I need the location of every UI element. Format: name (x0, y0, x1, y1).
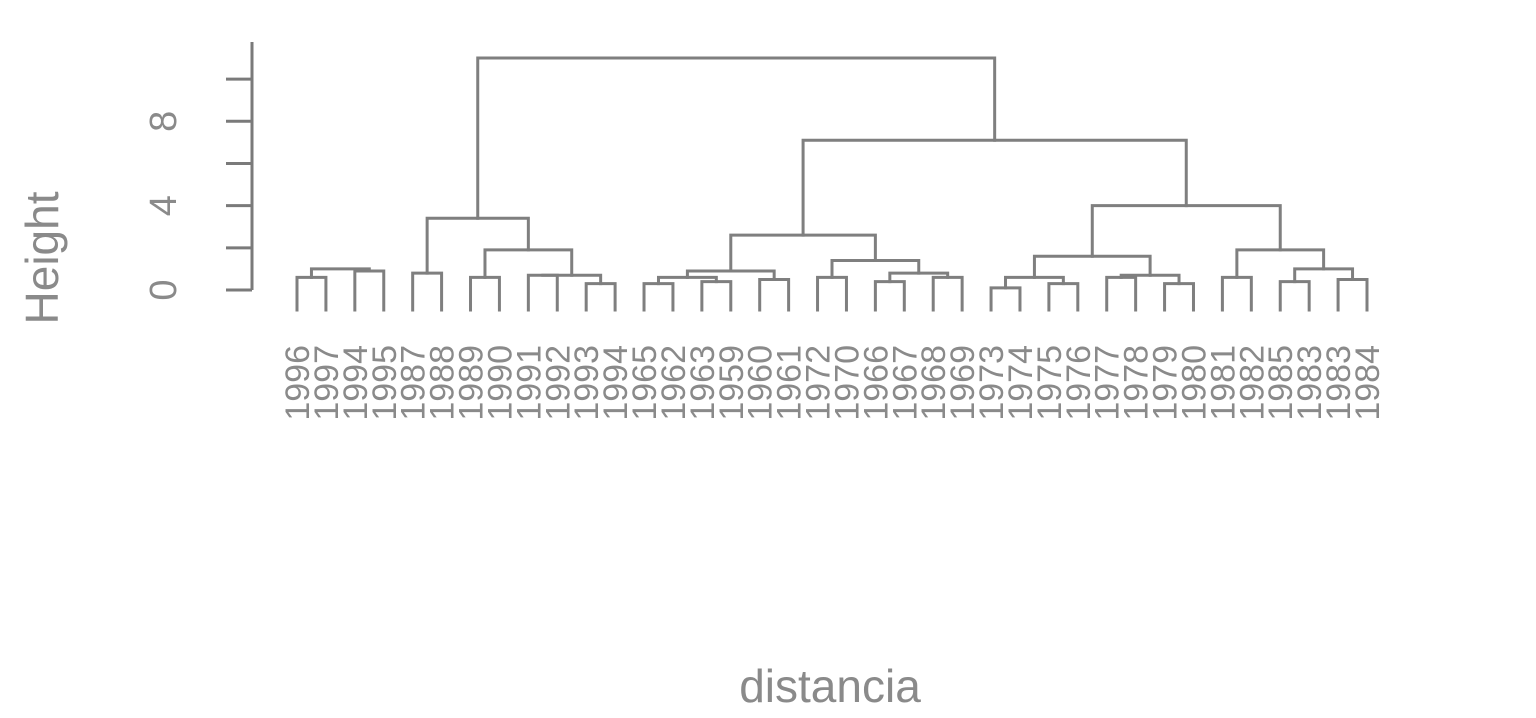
dendrogram-link (758, 277, 791, 312)
leaf-label: 1983 (1291, 345, 1329, 421)
dendrogram-link (1105, 275, 1138, 312)
leaf-label: 1975 (1031, 345, 1069, 421)
leaf-label: 1970 (828, 345, 866, 421)
leaf-label: 1983 (1320, 345, 1358, 421)
leaf-label: 1972 (800, 345, 838, 421)
leaf-label: 1994 (597, 345, 635, 421)
leaf-label: 1991 (510, 345, 548, 421)
leaf-label: 1976 (1060, 345, 1098, 421)
leaf-label: 1969 (944, 345, 982, 421)
leaf-label: 1979 (1147, 345, 1185, 421)
dendrogram-link (989, 286, 1022, 312)
leaf-label: 1984 (1349, 345, 1387, 421)
dendrogram-link (584, 282, 617, 312)
dendrogram-link (526, 273, 559, 312)
dendrogram-link (873, 280, 906, 312)
y-axis-title: Height (16, 191, 68, 324)
dendrogram-link (425, 216, 530, 275)
leaf-label: 1961 (771, 345, 809, 421)
leaf-labels: 1996199719941995198719881989199019911992… (279, 345, 1387, 421)
leaf-label: 1977 (1089, 345, 1127, 421)
leaf-label: 1992 (539, 345, 577, 421)
dendrogram-link (642, 282, 675, 312)
dendrogram-link (830, 258, 921, 279)
dendrogram-link (295, 275, 328, 312)
dendrogram-link (700, 280, 733, 312)
leaf-label: 1966 (857, 345, 895, 421)
leaf-label: 1960 (742, 345, 780, 421)
dendrogram-link (1047, 282, 1080, 312)
dendrogram-link (1336, 277, 1369, 312)
leaf-label: 1959 (713, 345, 751, 421)
dendrogram-link (411, 271, 444, 312)
leaf-label: 1981 (1204, 345, 1242, 421)
leaf-label: 1989 (453, 345, 491, 421)
y-tick-label: 4 (143, 195, 185, 216)
leaf-label: 1990 (481, 345, 519, 421)
leaf-label: 1968 (915, 345, 953, 421)
leaf-label: 1973 (973, 345, 1011, 421)
dendrogram-link (483, 248, 574, 279)
leaf-label: 1994 (337, 345, 375, 421)
leaf-label: 1963 (684, 345, 722, 421)
dendrogram-link (309, 267, 371, 279)
x-axis-title: distancia (739, 660, 921, 712)
y-axis: 0 4 8 (143, 42, 254, 301)
leaf-label: 1987 (395, 345, 433, 421)
leaf-label: 1988 (424, 345, 462, 421)
leaf-label: 1962 (655, 345, 693, 421)
leaf-label: 1997 (308, 345, 346, 421)
dendrogram-link (541, 273, 603, 286)
dendrogram-links (295, 56, 1369, 312)
leaf-label: 1995 (366, 345, 404, 421)
dendrogram-link (801, 138, 1188, 237)
leaf-label: 1980 (1175, 345, 1213, 421)
leaf-label: 1978 (1118, 345, 1156, 421)
leaf-label: 1967 (886, 345, 924, 421)
dendrogram-link (816, 275, 848, 312)
y-tick-label: 0 (143, 279, 185, 300)
dendrogram-link (1220, 275, 1253, 312)
leaf-label: 1993 (568, 345, 606, 421)
dendrogram-link (1278, 280, 1311, 312)
leaf-label: 1974 (1002, 345, 1040, 421)
dendrogram-link (353, 269, 386, 312)
dendrogram-link (931, 275, 964, 312)
leaf-label: 1985 (1262, 345, 1300, 421)
dendrogram-link (1163, 282, 1195, 312)
dendrogram-link (476, 56, 997, 220)
leaf-label: 1996 (279, 345, 317, 421)
dendrogram-link (729, 233, 877, 273)
dendrogram-link (1235, 248, 1326, 279)
dendrogram-link (469, 275, 501, 312)
y-tick-label: 8 (143, 111, 185, 132)
leaf-label: 1965 (626, 345, 664, 421)
leaf-label: 1982 (1233, 345, 1271, 421)
